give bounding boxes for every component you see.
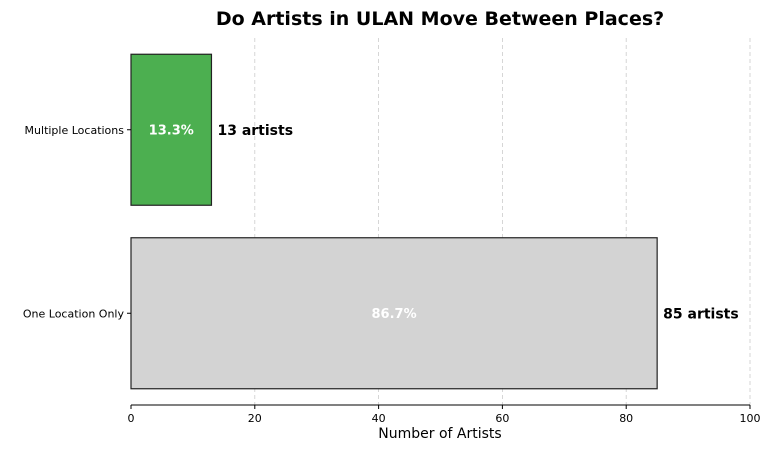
bar-percent-label: 13.3% bbox=[149, 123, 194, 138]
chart-title: Do Artists in ULAN Move Between Places? bbox=[216, 8, 664, 30]
y-axis: Multiple Locations One Location Only bbox=[23, 124, 131, 320]
x-axis: 0 20 40 60 80 100 bbox=[128, 404, 761, 425]
bar-percent-label: 86.7% bbox=[372, 307, 417, 322]
bar-count-label: 85 artists bbox=[663, 306, 739, 322]
y-category-label: One Location Only bbox=[23, 307, 125, 320]
x-axis-label: Number of Artists bbox=[378, 426, 501, 442]
bar bbox=[130, 53, 213, 206]
bar-count-label: 13 artists bbox=[217, 123, 293, 139]
x-tick-label: 80 bbox=[619, 412, 633, 425]
y-category-label: Multiple Locations bbox=[25, 124, 125, 137]
bars: 13.3% 13 artists 86.7% 85 artists bbox=[130, 53, 739, 390]
grid-lines bbox=[254, 38, 751, 405]
x-tick-label: 20 bbox=[248, 412, 262, 425]
x-tick-label: 100 bbox=[740, 412, 761, 425]
x-tick-label: 0 bbox=[128, 412, 135, 425]
x-tick-label: 40 bbox=[372, 412, 386, 425]
bar bbox=[130, 237, 658, 390]
x-tick-label: 60 bbox=[495, 412, 509, 425]
